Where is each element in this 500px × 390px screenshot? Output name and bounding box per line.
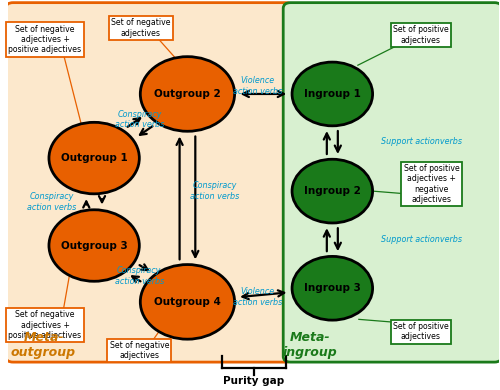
Text: Ingroup 2: Ingroup 2 xyxy=(304,186,361,196)
Text: Conspiracy
action verbs: Conspiracy action verbs xyxy=(190,181,239,201)
FancyArrowPatch shape xyxy=(99,196,105,202)
Text: Set of negative
adjectives +
positive adjectives: Set of negative adjectives + positive ad… xyxy=(8,310,82,340)
Circle shape xyxy=(292,159,372,223)
Text: Set of positive
adjectives: Set of positive adjectives xyxy=(393,322,448,342)
Circle shape xyxy=(292,256,372,320)
Text: Set of negative
adjectives: Set of negative adjectives xyxy=(111,18,170,37)
FancyArrowPatch shape xyxy=(140,264,148,270)
Circle shape xyxy=(49,210,140,281)
FancyArrowPatch shape xyxy=(83,201,89,207)
Text: Outgroup 4: Outgroup 4 xyxy=(154,297,221,307)
FancyArrowPatch shape xyxy=(324,133,330,154)
Text: Violence
action verbs: Violence action verbs xyxy=(233,287,282,307)
FancyArrowPatch shape xyxy=(335,131,341,152)
Text: Set of negative
adjectives +
positive adjectives: Set of negative adjectives + positive ad… xyxy=(8,25,82,55)
Text: Violence
action verbs: Violence action verbs xyxy=(233,76,282,96)
Text: Outgroup 2: Outgroup 2 xyxy=(154,89,221,99)
Text: Support actionverbs: Support actionverbs xyxy=(382,137,462,146)
Circle shape xyxy=(292,62,372,126)
FancyArrowPatch shape xyxy=(140,126,152,135)
Text: Outgroup 1: Outgroup 1 xyxy=(61,153,128,163)
Circle shape xyxy=(140,57,234,131)
Text: Set of positive
adjectives +
negative
adjectives: Set of positive adjectives + negative ad… xyxy=(404,164,460,204)
Text: Conspiracy
action verbs: Conspiracy action verbs xyxy=(114,266,164,285)
Text: Support actionverbs: Support actionverbs xyxy=(382,235,462,244)
Text: Meta-
ingroup: Meta- ingroup xyxy=(282,331,337,359)
FancyArrowPatch shape xyxy=(132,276,140,282)
Text: Set of positive
adjectives: Set of positive adjectives xyxy=(393,25,448,44)
Circle shape xyxy=(140,264,234,339)
FancyArrowPatch shape xyxy=(243,91,284,97)
Circle shape xyxy=(49,122,140,194)
FancyArrowPatch shape xyxy=(242,290,284,299)
FancyBboxPatch shape xyxy=(6,3,293,362)
FancyBboxPatch shape xyxy=(283,3,500,362)
Text: Conspiracy
action verbs: Conspiracy action verbs xyxy=(27,192,76,212)
FancyArrowPatch shape xyxy=(324,230,330,251)
Text: Ingroup 1: Ingroup 1 xyxy=(304,89,361,99)
Text: Outgroup 3: Outgroup 3 xyxy=(61,241,128,250)
Text: Ingroup 3: Ingroup 3 xyxy=(304,283,361,293)
FancyArrowPatch shape xyxy=(192,136,198,257)
Text: Purity gap: Purity gap xyxy=(223,376,284,386)
FancyArrowPatch shape xyxy=(176,139,182,259)
FancyArrowPatch shape xyxy=(335,228,341,249)
Text: Conspiracy
action verbs: Conspiracy action verbs xyxy=(115,110,164,129)
FancyArrowPatch shape xyxy=(128,118,140,127)
Text: Set of negative
adjectives: Set of negative adjectives xyxy=(110,341,169,360)
Text: Meta-
outgroup: Meta- outgroup xyxy=(11,331,76,359)
